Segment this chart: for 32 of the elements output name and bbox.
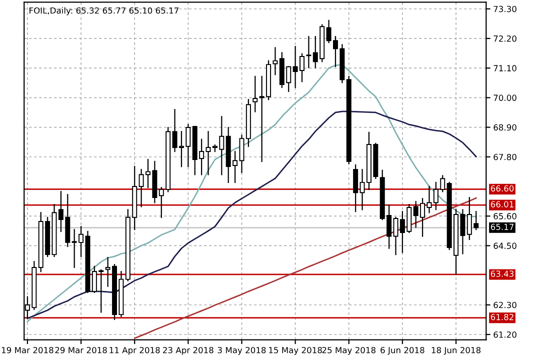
candlestick xyxy=(393,216,398,256)
ref-line-label: 61.82 xyxy=(490,314,514,320)
y-tick-label: 71.10 xyxy=(494,65,516,72)
y-tick-label: 70.00 xyxy=(494,94,516,101)
y-tick-label: 65.60 xyxy=(494,213,516,220)
y-tick-label: 61.20 xyxy=(494,331,516,338)
x-tick-label: 19 Mar 2018 xyxy=(2,346,54,354)
candlestick xyxy=(252,76,258,112)
x-tick-label: 6 Jun 2018 xyxy=(380,346,424,355)
candlestick xyxy=(353,164,358,212)
y-tick-label: 68.90 xyxy=(494,124,516,131)
x-tick-label: 23 Apr 2018 xyxy=(163,346,214,355)
line-series xyxy=(134,197,477,339)
y-tick-label: 64.50 xyxy=(494,242,516,249)
y-tick-label: 62.30 xyxy=(494,302,516,308)
y-tick-label: 73.30 xyxy=(494,6,516,12)
ref-line-label: 63.43 xyxy=(490,270,514,277)
x-tick-label: 25 May 2018 xyxy=(322,346,376,355)
x-tick-label: 29 Mar 2018 xyxy=(55,346,107,354)
ref-line-label: 66.60 xyxy=(490,185,514,192)
x-tick-label: 15 May 2018 xyxy=(269,346,322,355)
ref-line-label: 66.01 xyxy=(490,201,514,208)
y-tick-label: 72.20 xyxy=(494,35,516,42)
line-series xyxy=(26,110,477,320)
text: FOIL,Daily: 65.32 65.77 65.10 65.17 xyxy=(30,7,178,16)
candlestick xyxy=(306,36,312,68)
line-series xyxy=(26,64,477,322)
x-tick-label: 3 May 2018 xyxy=(218,346,266,355)
x-tick-label: 11 Apr 2018 xyxy=(110,346,160,355)
ref-line-label: 65.17 xyxy=(490,224,514,230)
y-tick-label: 67.80 xyxy=(494,154,516,160)
x-tick-label: 18 Jun 2018 xyxy=(432,346,481,355)
